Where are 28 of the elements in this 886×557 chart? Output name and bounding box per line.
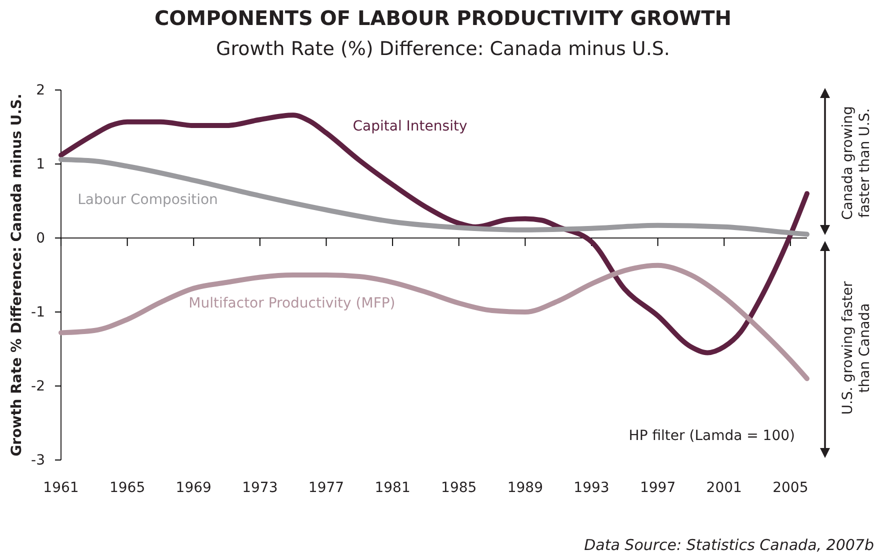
x-tick-label: 2005: [772, 480, 808, 496]
y-tick-label: 0: [36, 230, 45, 246]
y-axis-title: Growth Rate % Difference: Canada minus U.S.: [9, 94, 25, 456]
y-tick-label: -3: [31, 452, 45, 468]
text: Canada growing faster than U.S.: [840, 106, 873, 220]
source-note: Data Source: Statistics Canada, 2007b: [584, 536, 874, 554]
x-tick-label: 1969: [176, 480, 212, 496]
text: U.S. growing faster than Canada: [840, 280, 873, 415]
annotation: HP filter (Lamda = 100): [628, 428, 795, 444]
x-tick-label: 2001: [706, 480, 742, 496]
chart-subtitle: Growth Rate (%) Difference: Canada minus U.S.: [216, 38, 670, 60]
x-tick-label: 1961: [43, 480, 79, 496]
series-label: Labour Composition: [78, 192, 218, 208]
x-tick-label: 1977: [308, 480, 344, 496]
x-tick-label: 1981: [374, 480, 410, 496]
x-tick-label: 1965: [109, 480, 146, 496]
x-tick-label: 1985: [441, 480, 477, 496]
x-tick-label: 1989: [507, 480, 543, 496]
series-label: Multifactor Productivity (MFP): [188, 296, 396, 312]
y-tick-label: -2: [31, 378, 45, 394]
chart-title: COMPONENTS OF LABOUR PRODUCTIVITY GROWTH: [154, 6, 732, 30]
x-tick-label: 1973: [242, 480, 278, 496]
y-tick-label: 1: [36, 156, 45, 172]
y-tick-label: -1: [31, 304, 45, 320]
x-tick-label: 1997: [640, 480, 676, 496]
x-tick-label: 1993: [574, 480, 610, 496]
y-tick-label: 2: [36, 82, 45, 98]
series-label: Capital Intensity: [352, 118, 468, 135]
